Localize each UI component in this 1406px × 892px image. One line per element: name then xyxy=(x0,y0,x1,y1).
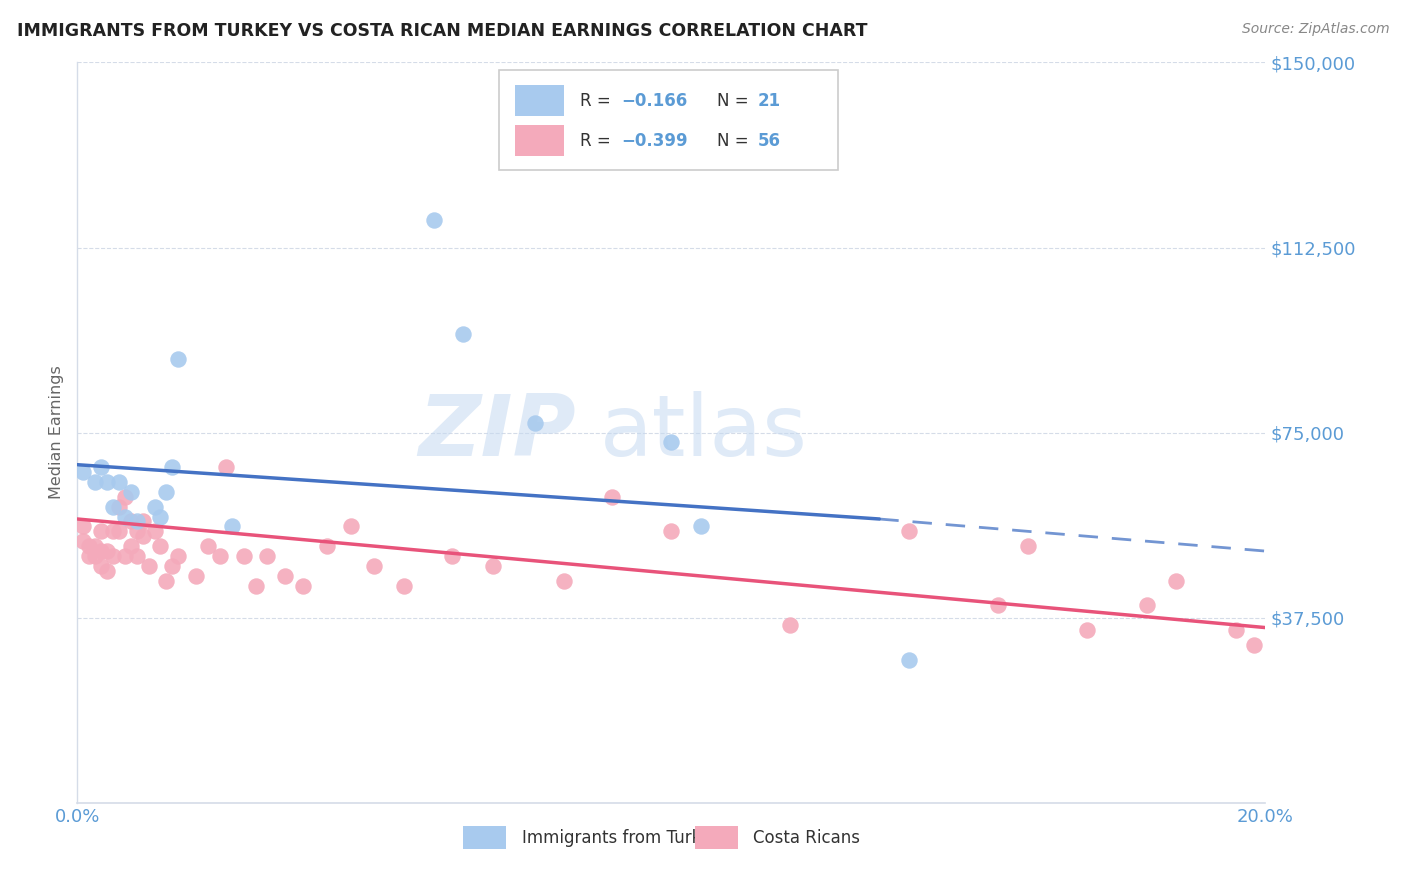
Point xyxy=(143,500,166,514)
Text: R =: R = xyxy=(579,92,616,110)
Point xyxy=(661,524,683,539)
Point xyxy=(96,564,118,578)
Point xyxy=(90,524,112,539)
Point xyxy=(72,465,94,479)
Point xyxy=(215,460,238,475)
Text: N =: N = xyxy=(717,132,754,150)
Text: 56: 56 xyxy=(758,132,782,150)
Point xyxy=(108,475,131,489)
Point xyxy=(101,524,124,539)
Point xyxy=(600,490,623,504)
Text: N =: N = xyxy=(717,92,754,110)
Point xyxy=(84,539,107,553)
Text: Costa Ricans: Costa Ricans xyxy=(754,829,860,847)
Point xyxy=(440,549,463,563)
Y-axis label: Median Earnings: Median Earnings xyxy=(49,366,65,500)
Point xyxy=(101,500,124,514)
Point xyxy=(114,509,136,524)
Point xyxy=(1135,599,1157,613)
Point xyxy=(96,544,118,558)
FancyBboxPatch shape xyxy=(695,827,738,848)
Point xyxy=(84,475,107,489)
Point xyxy=(898,524,921,539)
Point xyxy=(167,549,190,563)
Point xyxy=(84,549,107,563)
Point xyxy=(96,475,118,489)
Point xyxy=(162,460,184,475)
Point xyxy=(245,579,267,593)
Point xyxy=(90,544,112,558)
Point xyxy=(1225,623,1247,637)
Point xyxy=(274,568,297,582)
Text: atlas: atlas xyxy=(600,391,808,475)
Point xyxy=(339,519,361,533)
Point xyxy=(1166,574,1188,588)
Text: Source: ZipAtlas.com: Source: ZipAtlas.com xyxy=(1241,22,1389,37)
Point xyxy=(120,539,142,553)
Point xyxy=(661,435,683,450)
Point xyxy=(482,558,505,573)
Point xyxy=(363,558,385,573)
Point xyxy=(131,515,153,529)
Point xyxy=(125,515,148,529)
Point xyxy=(1243,638,1265,652)
Point xyxy=(553,574,575,588)
Point xyxy=(197,539,219,553)
Point xyxy=(315,539,337,553)
Point xyxy=(114,549,136,563)
Point xyxy=(149,509,172,524)
Point xyxy=(77,539,100,553)
Point xyxy=(125,549,148,563)
Text: 21: 21 xyxy=(758,92,782,110)
Point xyxy=(120,484,142,499)
Point xyxy=(208,549,231,563)
Text: −0.399: −0.399 xyxy=(621,132,688,150)
Point xyxy=(114,490,136,504)
Point xyxy=(125,524,148,539)
Point xyxy=(162,558,184,573)
Point xyxy=(155,484,177,499)
Text: −0.166: −0.166 xyxy=(621,92,688,110)
Text: R =: R = xyxy=(579,132,616,150)
Point xyxy=(155,574,177,588)
Point xyxy=(72,519,94,533)
Point xyxy=(167,351,190,366)
Point xyxy=(149,539,172,553)
Point xyxy=(453,326,475,341)
FancyBboxPatch shape xyxy=(464,827,506,848)
Point xyxy=(108,524,131,539)
Point xyxy=(77,549,100,563)
Text: IMMIGRANTS FROM TURKEY VS COSTA RICAN MEDIAN EARNINGS CORRELATION CHART: IMMIGRANTS FROM TURKEY VS COSTA RICAN ME… xyxy=(17,22,868,40)
Point xyxy=(72,534,94,549)
Point xyxy=(221,519,243,533)
Point xyxy=(143,524,166,539)
Point xyxy=(90,558,112,573)
Point xyxy=(138,558,160,573)
Point xyxy=(131,529,153,543)
Text: Immigrants from Turkey: Immigrants from Turkey xyxy=(522,829,720,847)
Point xyxy=(256,549,278,563)
Point xyxy=(1076,623,1098,637)
Point xyxy=(779,618,801,632)
Point xyxy=(523,416,546,430)
Point xyxy=(1017,539,1039,553)
Point xyxy=(690,519,713,533)
Point xyxy=(422,213,444,227)
FancyBboxPatch shape xyxy=(499,70,838,169)
Point xyxy=(186,568,208,582)
Point xyxy=(90,460,112,475)
Point xyxy=(392,579,415,593)
Point xyxy=(232,549,254,563)
FancyBboxPatch shape xyxy=(515,126,564,156)
Point xyxy=(987,599,1010,613)
Point xyxy=(292,579,315,593)
Point xyxy=(101,549,124,563)
Text: ZIP: ZIP xyxy=(419,391,576,475)
Point xyxy=(108,500,131,514)
Point xyxy=(898,653,921,667)
FancyBboxPatch shape xyxy=(515,86,564,117)
Point xyxy=(120,515,142,529)
